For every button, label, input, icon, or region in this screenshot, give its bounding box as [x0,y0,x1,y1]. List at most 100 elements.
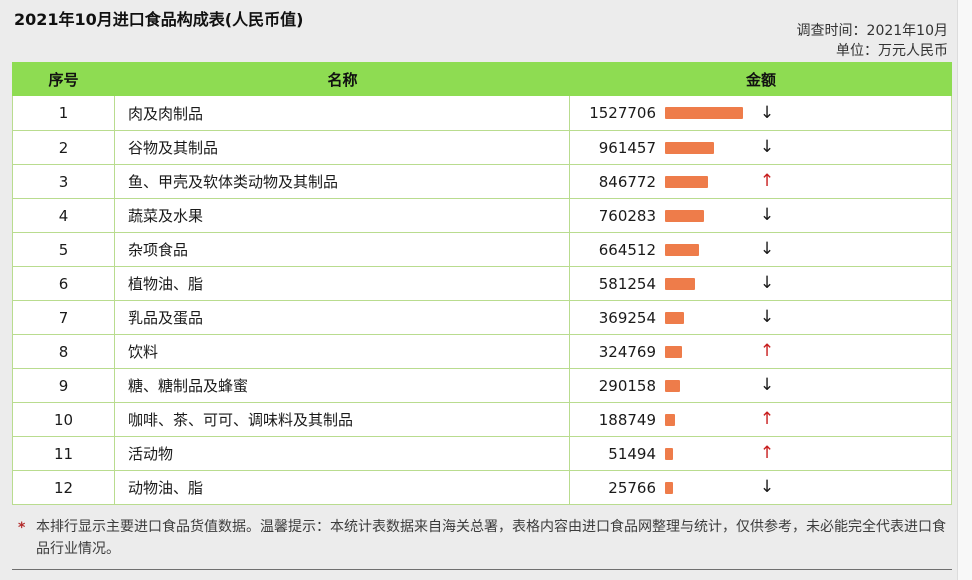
row-amount: 290158 [598,376,656,395]
row-name: 杂项食品 [115,233,570,266]
amount-bar-track [665,311,757,324]
row-amount-cell: 664512 ↓ [570,233,951,266]
row-amount-cell: 760283 ↓ [570,199,951,232]
row-amount-cell: 25766 ↓ [570,471,951,504]
table-row: 3 鱼、甲壳及软体类动物及其制品 846772 ↑ [13,164,951,198]
table-row: 1 肉及肉制品 1527706 ↓ [13,96,951,130]
table-row: 7 乳品及蛋品 369254 ↓ [13,300,951,334]
amount-bar-track [665,277,757,290]
survey-time-label: 调查时间：2021年10月 [796,23,948,39]
amount-bar-icon [665,243,699,256]
row-name: 蔬菜及水果 [115,199,570,232]
amount-bar-track [665,243,757,256]
bottom-divider [12,569,952,570]
row-amount: 188749 [598,410,656,429]
amount-bar-track [665,447,757,460]
trend-up-icon: ↑ [759,443,775,463]
row-amount-cell: 51494 ↑ [570,437,951,470]
unit-label: 单位：万元人民币 [836,43,948,59]
row-index: 8 [13,335,115,368]
row-name: 谷物及其制品 [115,131,570,164]
row-name: 植物油、脂 [115,267,570,300]
amount-bar-track [665,345,757,358]
table-row: 6 植物油、脂 581254 ↓ [13,266,951,300]
row-amount: 1527706 [589,104,656,122]
amount-bar-icon [665,345,682,358]
row-amount-cell: 846772 ↑ [570,165,951,198]
row-name: 咖啡、茶、可可、调味料及其制品 [115,403,570,436]
row-name: 活动物 [115,437,570,470]
trend-up-icon: ↑ [759,409,775,429]
amount-bar-track [665,209,757,222]
trend-down-icon: ↓ [759,477,775,497]
footnote: * 本排行显示主要进口食品货值数据。温馨提示：本统计表数据来自海关总署，表格内容… [16,516,946,560]
row-amount: 961457 [598,138,656,157]
amount-bar-icon [665,141,714,154]
table-row: 5 杂项食品 664512 ↓ [13,232,951,266]
footnote-text: 本排行显示主要进口食品货值数据。温馨提示：本统计表数据来自海关总署，表格内容由进… [36,519,946,557]
row-amount: 25766 [608,478,656,497]
row-index: 5 [13,233,115,266]
table-row: 4 蔬菜及水果 760283 ↓ [13,198,951,232]
table-row: 12 动物油、脂 25766 ↓ [13,470,951,504]
row-name: 糖、糖制品及蜂蜜 [115,369,570,402]
row-amount-cell: 188749 ↑ [570,403,951,436]
column-header-index: 序号 [48,70,79,89]
trend-down-icon: ↓ [759,239,775,259]
table-body: 1 肉及肉制品 1527706 ↓ 2 谷物及其制品 961457 ↓ 3 鱼、… [12,96,952,505]
row-index: 7 [13,301,115,334]
trend-down-icon: ↓ [759,137,775,157]
row-amount: 369254 [598,308,656,327]
amount-bar-icon [665,277,695,290]
table-row: 11 活动物 51494 ↑ [13,436,951,470]
amount-bar-icon [665,209,704,222]
trend-down-icon: ↓ [759,307,775,327]
amount-bar-icon [665,447,673,460]
row-index: 11 [13,437,115,470]
trend-up-icon: ↑ [759,171,775,191]
page-title: 2021年10月进口食品构成表(人民币值) [14,10,304,29]
row-amount-cell: 961457 ↓ [570,131,951,164]
trend-down-icon: ↓ [759,205,775,225]
row-name: 饮料 [115,335,570,368]
amount-bar-icon [665,107,743,119]
column-header-name: 名称 [327,70,358,89]
table-row: 2 谷物及其制品 961457 ↓ [13,130,951,164]
row-index: 10 [13,403,115,436]
footnote-asterisk-icon: * [18,520,26,536]
amount-bar-track [665,481,757,494]
amount-bar-track [665,413,757,426]
row-index: 12 [13,471,115,504]
row-amount: 324769 [598,342,656,361]
row-amount: 51494 [608,444,656,463]
trend-down-icon: ↓ [759,273,775,293]
column-header-amount: 金额 [745,70,776,89]
table-row: 9 糖、糖制品及蜂蜜 290158 ↓ [13,368,951,402]
row-index: 2 [13,131,115,164]
trend-up-icon: ↑ [759,341,775,361]
amount-bar-icon [665,311,684,324]
row-index: 3 [13,165,115,198]
row-name: 鱼、甲壳及软体类动物及其制品 [115,165,570,198]
amount-bar-track [665,141,757,154]
row-index: 4 [13,199,115,232]
row-name: 肉及肉制品 [115,96,570,130]
row-amount: 760283 [598,206,656,225]
table-row: 8 饮料 324769 ↑ [13,334,951,368]
amount-bar-icon [665,175,708,188]
row-amount-cell: 581254 ↓ [570,267,951,300]
amount-bar-icon [665,379,680,392]
trend-down-icon: ↓ [759,375,775,395]
amount-bar-track [665,379,757,392]
table-row: 10 咖啡、茶、可可、调味料及其制品 188749 ↑ [13,402,951,436]
page-right-margin [957,0,972,580]
row-index: 6 [13,267,115,300]
row-index: 1 [13,96,115,130]
amount-bar-icon [665,413,675,426]
row-amount: 664512 [598,240,656,259]
row-amount: 581254 [598,274,656,293]
row-name: 动物油、脂 [115,471,570,504]
row-index: 9 [13,369,115,402]
amount-bar-track [665,107,757,119]
row-amount-cell: 324769 ↑ [570,335,951,368]
